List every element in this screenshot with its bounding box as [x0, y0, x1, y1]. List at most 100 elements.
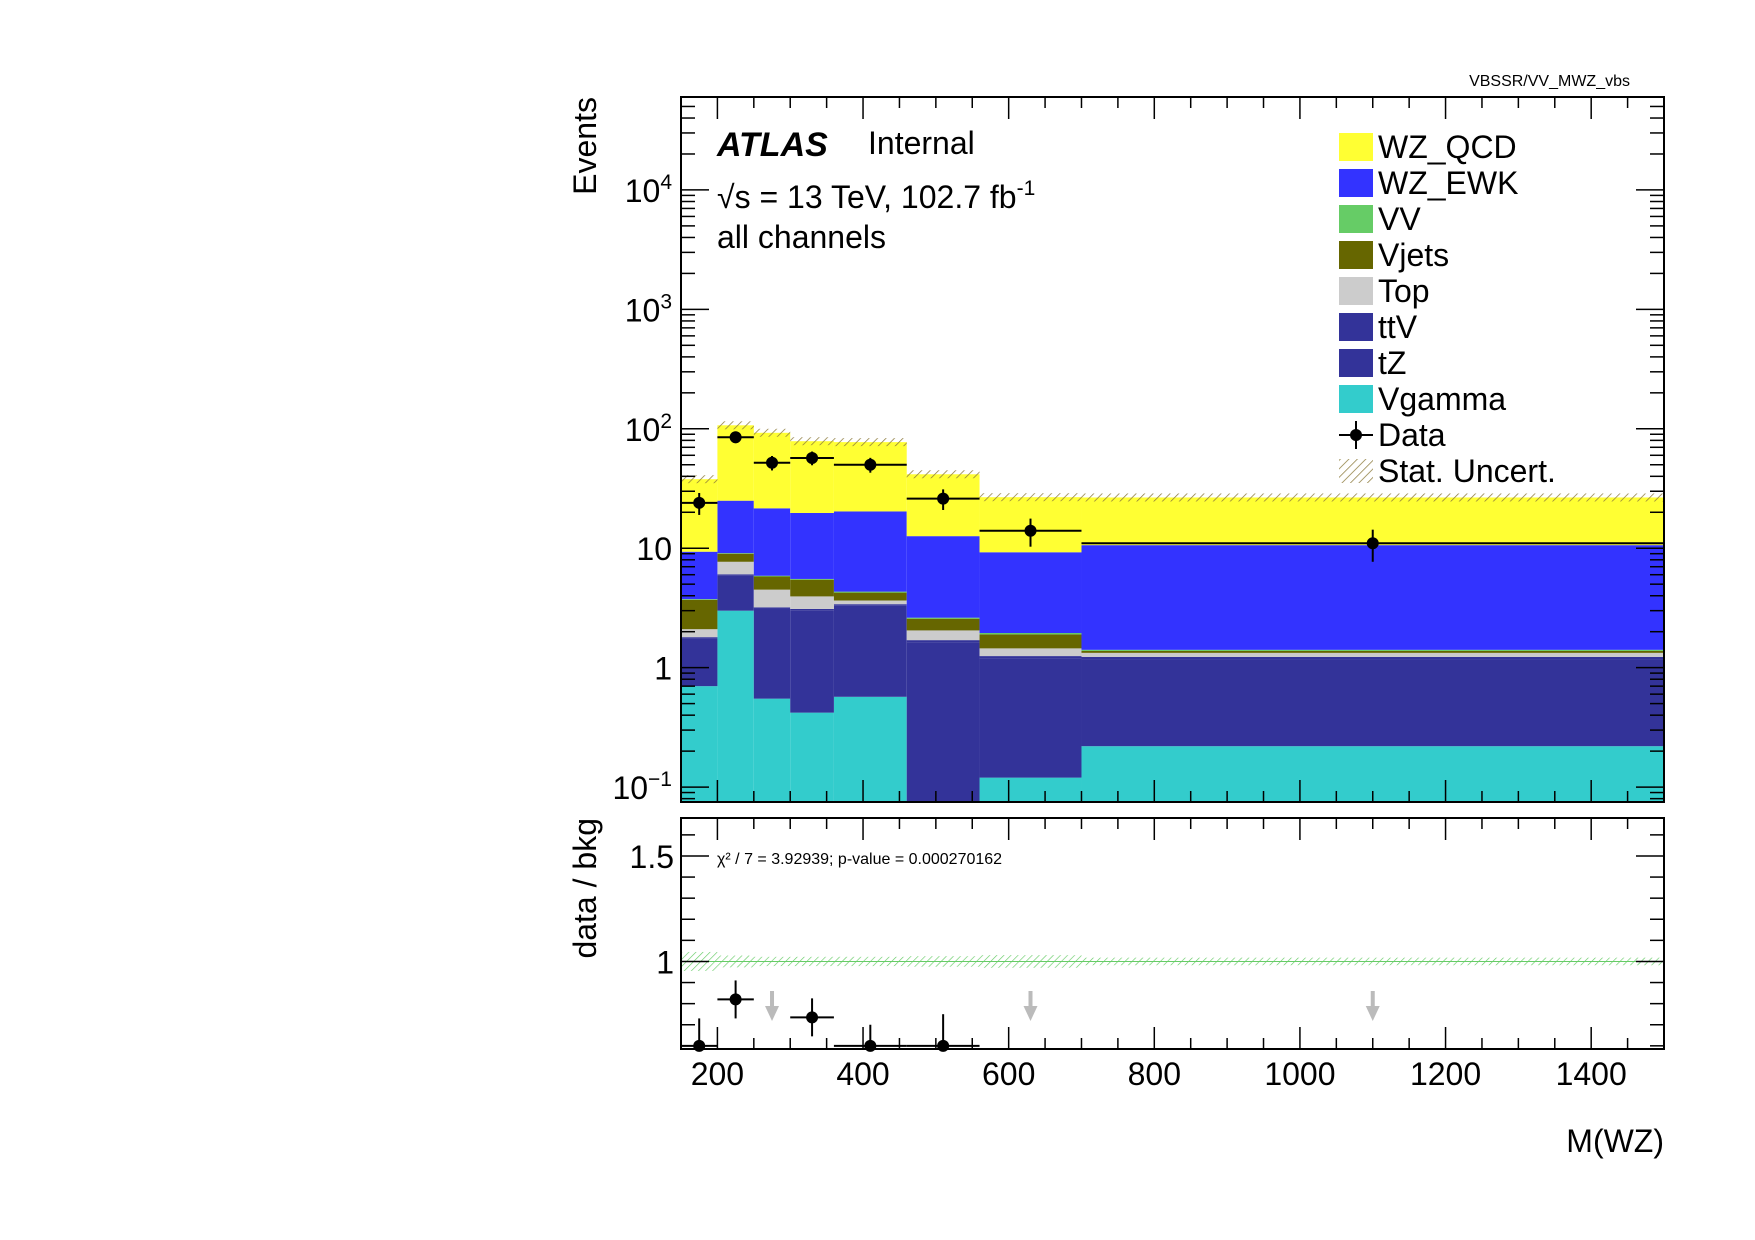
x-tick-labels: 200 400 600 800 1000 1200 1400 — [691, 1056, 1627, 1092]
bar-wz-qcd — [833, 442, 907, 512]
data-point — [729, 431, 742, 444]
bar-vjets — [790, 579, 834, 597]
main-y-tick-label: 10 — [636, 531, 672, 567]
legend-label-top: Top — [1378, 273, 1430, 309]
uncert-band — [681, 475, 718, 484]
energy-label: √s = 13 TeV, 102.7 fb-1 — [717, 177, 1035, 215]
data-point — [937, 492, 950, 505]
bar-wz-ewk — [979, 552, 1082, 634]
ratio-stat-uncertainty — [681, 951, 1664, 971]
x-tick-label: 1400 — [1556, 1056, 1627, 1092]
x-axis-label: M(WZ) — [1566, 1123, 1664, 1159]
bar-top — [717, 561, 754, 575]
ratio-point — [693, 1039, 706, 1052]
main-frame — [680, 96, 1665, 803]
legend-label-wz-ewk: WZ_EWK — [1378, 165, 1518, 201]
legend-label-tz: tZ — [1378, 345, 1406, 381]
bar-top — [753, 589, 791, 608]
bar-wz-ewk — [753, 508, 791, 576]
bar-vgamma — [979, 777, 1082, 802]
main-y-tick-label: 103 — [625, 290, 672, 328]
ratio-data-points — [681, 980, 980, 1052]
ratio-point — [729, 993, 742, 1006]
main-y-tick-label: 102 — [625, 410, 672, 448]
data-point — [864, 458, 877, 471]
legend-label-vv: VV — [1378, 201, 1421, 237]
bar-ttv — [1081, 656, 1664, 660]
atlas-status: Internal — [868, 125, 975, 161]
main-y-tick-label: 104 — [625, 171, 673, 209]
legend: WZ_QCDWZ_EWKVVVjetsTopttVtZVgammaDataSta… — [1339, 129, 1556, 489]
bar-vv — [1081, 649, 1664, 651]
ratio-y-tick-label: 1 — [656, 944, 674, 980]
ratio-arrow-head — [1365, 1006, 1380, 1021]
uncert-band — [717, 421, 754, 430]
ratio-point — [806, 1011, 819, 1024]
main-y-tick-label: 10−1 — [612, 768, 672, 806]
bar-wz-ewk — [906, 536, 980, 618]
data-point — [693, 496, 706, 509]
bar-vv — [906, 617, 980, 619]
x-tick-label: 200 — [691, 1056, 744, 1092]
uncert-band — [790, 437, 834, 446]
legend-swatch-wz-qcd — [1339, 133, 1373, 161]
bar-tz — [790, 610, 834, 713]
bar-ttv — [790, 608, 834, 611]
x-tick-label: 400 — [836, 1056, 889, 1092]
ratio-y-tick-label: 1.5 — [630, 839, 674, 875]
bar-wz-ewk — [790, 512, 834, 579]
legend-swatch-tz — [1339, 349, 1373, 377]
bar-tz — [1081, 659, 1664, 747]
ratio-arrow-head — [765, 1006, 780, 1021]
bar-vjets — [753, 576, 791, 590]
ratio-out-of-range-arrows — [765, 991, 1380, 1021]
main-y-tick-sup: −1 — [648, 768, 672, 791]
main-y-tick-base: 10 — [625, 173, 661, 209]
bar-tz — [979, 658, 1082, 778]
bar-vv — [833, 591, 907, 593]
main-stack — [681, 425, 1664, 802]
bar-vv — [681, 599, 718, 600]
bar-tz — [717, 575, 754, 611]
bar-vgamma — [753, 698, 791, 802]
legend-swatch-wz-ewk — [1339, 169, 1373, 197]
bar-vv — [790, 578, 834, 580]
legend-swatch-vjets — [1339, 241, 1373, 269]
data-point — [766, 456, 779, 469]
bar-vv — [979, 633, 1082, 635]
bar-vgamma — [681, 686, 718, 802]
legend-label-vjets: Vjets — [1378, 237, 1449, 273]
bar-wz-ewk — [717, 500, 754, 554]
main-data-points — [681, 431, 1664, 562]
bar-ttv — [753, 607, 791, 609]
main-y-tick-base: 10 — [625, 292, 661, 328]
bar-vjets — [979, 634, 1082, 649]
bar-ttv — [833, 604, 907, 606]
legend-swatch-vv — [1339, 205, 1373, 233]
ratio-point — [937, 1039, 950, 1052]
bar-vjets — [717, 553, 754, 562]
plot-tag: VBSSR/VV_MWZ_vbs — [1469, 73, 1630, 90]
bar-tz — [753, 608, 791, 699]
bar-tz — [833, 605, 907, 697]
bar-top — [833, 600, 907, 605]
bar-ttv — [906, 640, 980, 643]
legend-swatch-top — [1339, 277, 1373, 305]
legend-swatch-stat-uncert- — [1339, 459, 1373, 483]
bar-wz-ewk — [1081, 545, 1664, 650]
main-stat-uncertainty — [681, 421, 1664, 502]
bar-vjets — [833, 592, 907, 601]
bar-wz-qcd — [681, 479, 718, 552]
uncert-band — [906, 470, 980, 479]
ratio-note: χ² / 7 = 3.92939; p-value = 0.000270162 — [717, 851, 1002, 868]
legend-label-stat-uncert-: Stat. Uncert. — [1378, 453, 1556, 489]
bar-vjets — [681, 599, 718, 630]
bar-top — [790, 596, 834, 609]
energy-label-main: √s = 13 TeV, 102.7 fb — [717, 179, 1017, 215]
bar-ttv — [681, 637, 718, 639]
ratio-point — [864, 1039, 877, 1052]
x-tick-label: 800 — [1128, 1056, 1181, 1092]
main-y-tick-sup: 3 — [660, 290, 672, 313]
